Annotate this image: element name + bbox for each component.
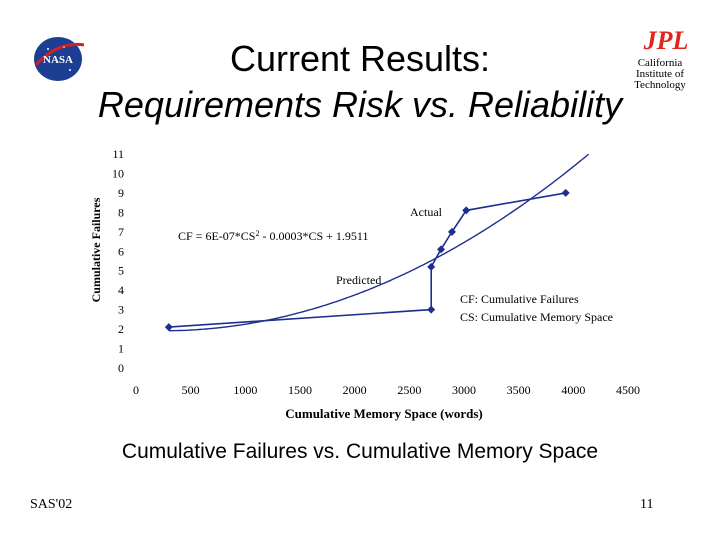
x-tick-label: 0: [133, 383, 139, 397]
institution-line-1: California: [637, 57, 683, 69]
x-tick-label: 4500: [616, 383, 640, 397]
actual-data-point: [437, 245, 446, 254]
svg-text:NASA: NASA: [43, 54, 73, 66]
y-tick-label: 2: [118, 322, 124, 336]
jpl-logo: JPL: [643, 26, 689, 54]
y-tick-label: 9: [118, 186, 124, 200]
y-axis-ticks: 0 1 2 3 4 5 6 7 8 9 10 11: [112, 147, 124, 375]
actual-series-line: [168, 192, 566, 328]
predicted-fit-curve: [168, 153, 590, 332]
page-number: 11: [640, 497, 654, 512]
footer-conference: SAS'02: [30, 497, 73, 512]
slide-title-line-2: Requirements Risk vs. Reliability: [97, 84, 623, 125]
y-tick-label: 7: [118, 225, 124, 239]
svg-text:JPL: JPL: [643, 26, 689, 54]
actual-data-point: [462, 206, 471, 215]
legend-cf: CF: Cumulative Failures: [460, 292, 579, 306]
predicted-label: Predicted: [336, 273, 381, 287]
x-axis-ticks: 0 500 1000 1500 2000 2500 3000 3500 4000 4500: [133, 383, 640, 397]
actual-data-point: [427, 262, 436, 271]
legend-cs: CS: Cumulative Memory Space: [460, 310, 613, 324]
equation-suffix: - 0.0003*CS + 1.9511: [259, 229, 368, 243]
x-tick-label: 2500: [397, 383, 421, 397]
reliability-chart: 0 1 2 3 4 5 6 7 8 9 10 11 0 500 1000 1500 2000 2500 3000 3…: [89, 147, 640, 421]
y-tick-label: 4: [118, 283, 124, 297]
y-tick-label: 8: [118, 205, 124, 219]
y-tick-label: 0: [118, 361, 124, 375]
actual-data-point: [164, 323, 173, 332]
x-tick-label: 1000: [233, 383, 257, 397]
slide-title-line-1: Current Results:: [229, 38, 491, 79]
chart-caption: Cumulative Failures vs. Cumulative Memor…: [121, 440, 599, 463]
x-axis-label: Cumulative Memory Space (words): [285, 406, 483, 421]
actual-data-point: [561, 188, 570, 197]
x-tick-label: 1500: [288, 383, 312, 397]
institution-line-2: Institute of: [636, 68, 684, 80]
x-tick-label: 3500: [507, 383, 531, 397]
y-tick-label: 3: [118, 303, 124, 317]
equation-exponent: 2: [255, 229, 259, 238]
y-tick-label: 6: [118, 244, 124, 258]
x-tick-label: 2000: [343, 383, 367, 397]
fit-equation: CF = 6E-07*CS2 - 0.0003*CS + 1.9511: [178, 229, 368, 244]
y-axis-label: Cumulative Failures: [89, 197, 103, 302]
actual-series-points: [164, 188, 570, 332]
institution-line-3: Technology: [634, 79, 686, 91]
actual-data-point: [427, 305, 436, 314]
actual-data-point: [447, 227, 456, 236]
institution-name: California Institute of Technology: [612, 58, 708, 91]
y-tick-label: 10: [112, 166, 124, 180]
y-tick-label: 1: [118, 342, 124, 356]
y-tick-label: 11: [112, 147, 124, 161]
y-tick-label: 5: [118, 264, 124, 278]
equation-prefix: CF = 6E-07*CS: [178, 229, 255, 243]
x-tick-label: 4000: [561, 383, 585, 397]
x-tick-label: 3000: [452, 383, 476, 397]
x-tick-label: 500: [182, 383, 200, 397]
nasa-logo: NASA: [34, 37, 85, 81]
actual-label: Actual: [410, 205, 443, 219]
